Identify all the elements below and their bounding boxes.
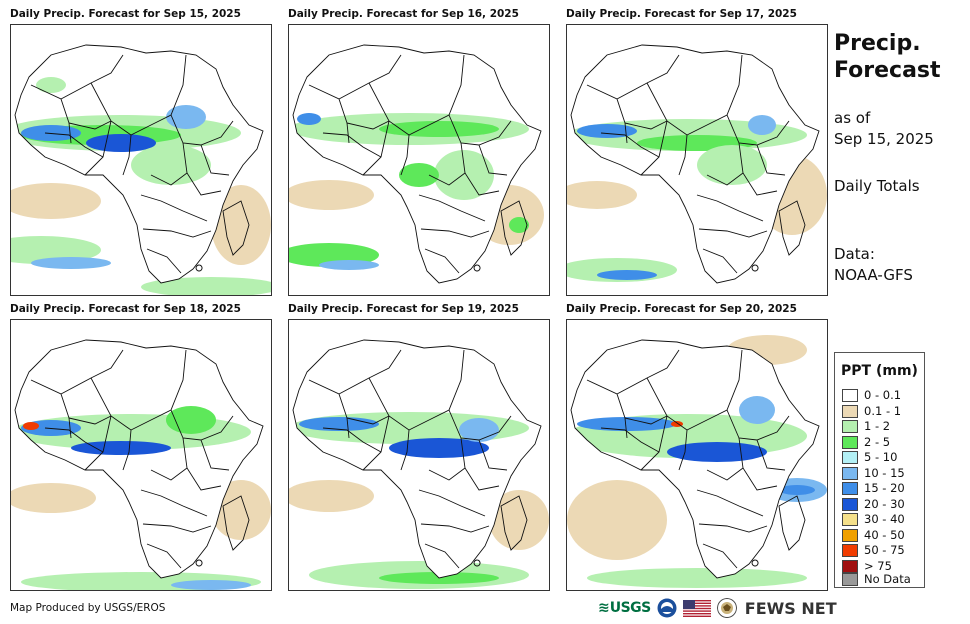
legend-title: PPT (mm) [841,363,918,379]
legend-swatch [842,419,858,433]
forecast-panel-sep-20: Daily Precip. Forecast for Sep 20, 2025 [566,303,828,593]
precip-map[interactable] [566,319,828,591]
legend-swatch [842,543,858,557]
forecast-panel-sep-16: Daily Precip. Forecast for Sep 16, 2025 [288,8,550,298]
legend-swatch [842,481,858,495]
ocean-precip-pattern [11,183,271,295]
as-of-value: Sep 15, 2025 [834,130,934,148]
data-source-value: NOAA-GFS [834,266,913,284]
panel-title: Daily Precip. Forecast for Sep 17, 2025 [566,8,797,20]
as-of-label: as of [834,109,871,127]
as-of-date: as of Sep 15, 2025 [834,108,934,150]
legend-swatch [842,528,858,542]
legend-label: 5 - 10 [864,450,898,464]
legend-item: 1 - 2 [842,419,890,433]
usgs-label: USGS [609,600,652,616]
legend-item: 10 - 15 [842,466,905,480]
land-precip-pattern [571,45,819,283]
precip-map[interactable] [288,24,550,296]
legend-item: > 75 [842,559,892,573]
legend-label: 40 - 50 [864,528,905,542]
forecast-panel-sep-15: Daily Precip. Forecast for Sep 15, 2025 [10,8,272,298]
usgs-wave-icon: ≋ [598,600,610,616]
precip-map[interactable] [566,24,828,296]
precip-map[interactable] [10,319,272,591]
panel-title: Daily Precip. Forecast for Sep 16, 2025 [288,8,519,20]
legend-item: 20 - 30 [842,497,905,511]
legend-label: 30 - 40 [864,512,905,526]
legend-label: 20 - 30 [864,497,905,511]
legend-item: 0.1 - 1 [842,404,901,418]
us-flag-icon [682,599,711,617]
legend-item: No Data [842,572,911,586]
legend-item: 30 - 40 [842,512,905,526]
legend-label: 15 - 20 [864,481,905,495]
ocean-precip-pattern [567,335,827,588]
panel-title: Daily Precip. Forecast for Sep 18, 2025 [10,303,241,315]
panel-title: Daily Precip. Forecast for Sep 19, 2025 [288,303,519,315]
state-dept-seal-icon[interactable] [716,598,737,618]
ocean-precip-pattern [289,480,549,589]
legend-swatch [842,388,858,402]
legend-item: 2 - 5 [842,435,890,449]
legend-swatch [842,512,858,526]
map-credit: Map Produced by USGS/EROS [10,602,166,614]
legend-label: No Data [864,572,911,586]
legend-item: 5 - 10 [842,450,897,464]
usgs-logo[interactable]: ≋ USGS [598,600,651,616]
legend-label: 0.1 - 1 [864,404,902,418]
precip-map[interactable] [288,319,550,591]
legend-swatch [842,559,858,573]
legend-swatch [842,435,858,449]
forecast-panel-sep-17: Daily Precip. Forecast for Sep 17, 2025 [566,8,828,298]
legend-swatch [842,572,858,586]
noaa-seal-icon[interactable] [657,598,677,618]
forecast-panel-sep-18: Daily Precip. Forecast for Sep 18, 2025 [10,303,272,593]
legend-label: 10 - 15 [864,466,905,480]
data-source-label: Data: [834,245,875,263]
legend-label: 0 - 0.1 [864,388,902,402]
forecast-title: Precip. Forecast [834,30,941,84]
forecast-title-line-1: Precip. [834,31,921,56]
legend-swatch [842,497,858,511]
panel-title: Daily Precip. Forecast for Sep 15, 2025 [10,8,241,20]
legend-swatch [842,466,858,480]
forecast-title-line-2: Forecast [834,58,941,83]
totals-label: Daily Totals [834,177,920,195]
legend-item: 40 - 50 [842,528,905,542]
logo-bar: ≋ USGS FEWS NET [598,596,837,620]
land-precip-pattern [293,340,541,578]
legend-label: > 75 [864,559,892,573]
legend-item: 15 - 20 [842,481,905,495]
legend-label: 50 - 75 [864,543,905,557]
legend-swatch [842,404,858,418]
legend-item: 0 - 0.1 [842,388,901,402]
legend-label: 1 - 2 [864,419,891,433]
panel-title: Daily Precip. Forecast for Sep 20, 2025 [566,303,797,315]
forecast-panel-sep-19: Daily Precip. Forecast for Sep 19, 2025 [288,303,550,593]
precip-legend: PPT (mm) 0 - 0.1 0.1 - 1 1 - 2 2 - 5 5 -… [834,352,925,588]
land-precip-pattern [15,340,263,578]
legend-item: 50 - 75 [842,543,905,557]
legend-swatch [842,450,858,464]
precip-map[interactable] [10,24,272,296]
data-source: Data: NOAA-GFS [834,244,913,286]
legend-label: 2 - 5 [864,435,891,449]
fews-net-logo[interactable]: FEWS NET [744,598,837,618]
